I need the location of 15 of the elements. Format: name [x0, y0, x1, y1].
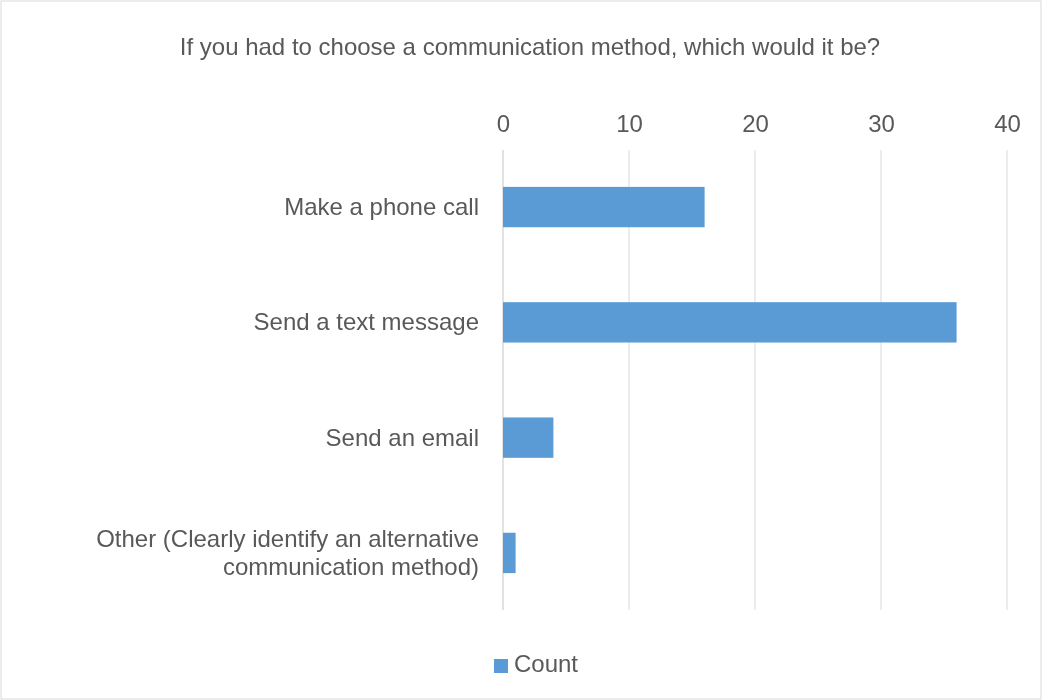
x-tick-label: 0 [496, 110, 511, 137]
x-tick-label: 30 [868, 110, 895, 137]
bar [503, 186, 705, 228]
x-tick-label: 40 [994, 110, 1021, 137]
y-tick-label: Send an email [325, 423, 479, 451]
bar [503, 302, 957, 343]
y-tick-label: Make a phone call [284, 193, 479, 221]
x-tick-label: 20 [742, 110, 769, 137]
bar [503, 532, 516, 574]
bar [503, 417, 554, 458]
x-tick-label: 10 [616, 110, 643, 137]
y-tick-label: Send a text message [253, 308, 479, 336]
legend-label: Count [513, 650, 579, 677]
y-tick-label: Other (Clearly identify an alternative communication method) [96, 524, 479, 580]
chart-title: If you had to choose a communication method, which would it be? [179, 33, 881, 60]
